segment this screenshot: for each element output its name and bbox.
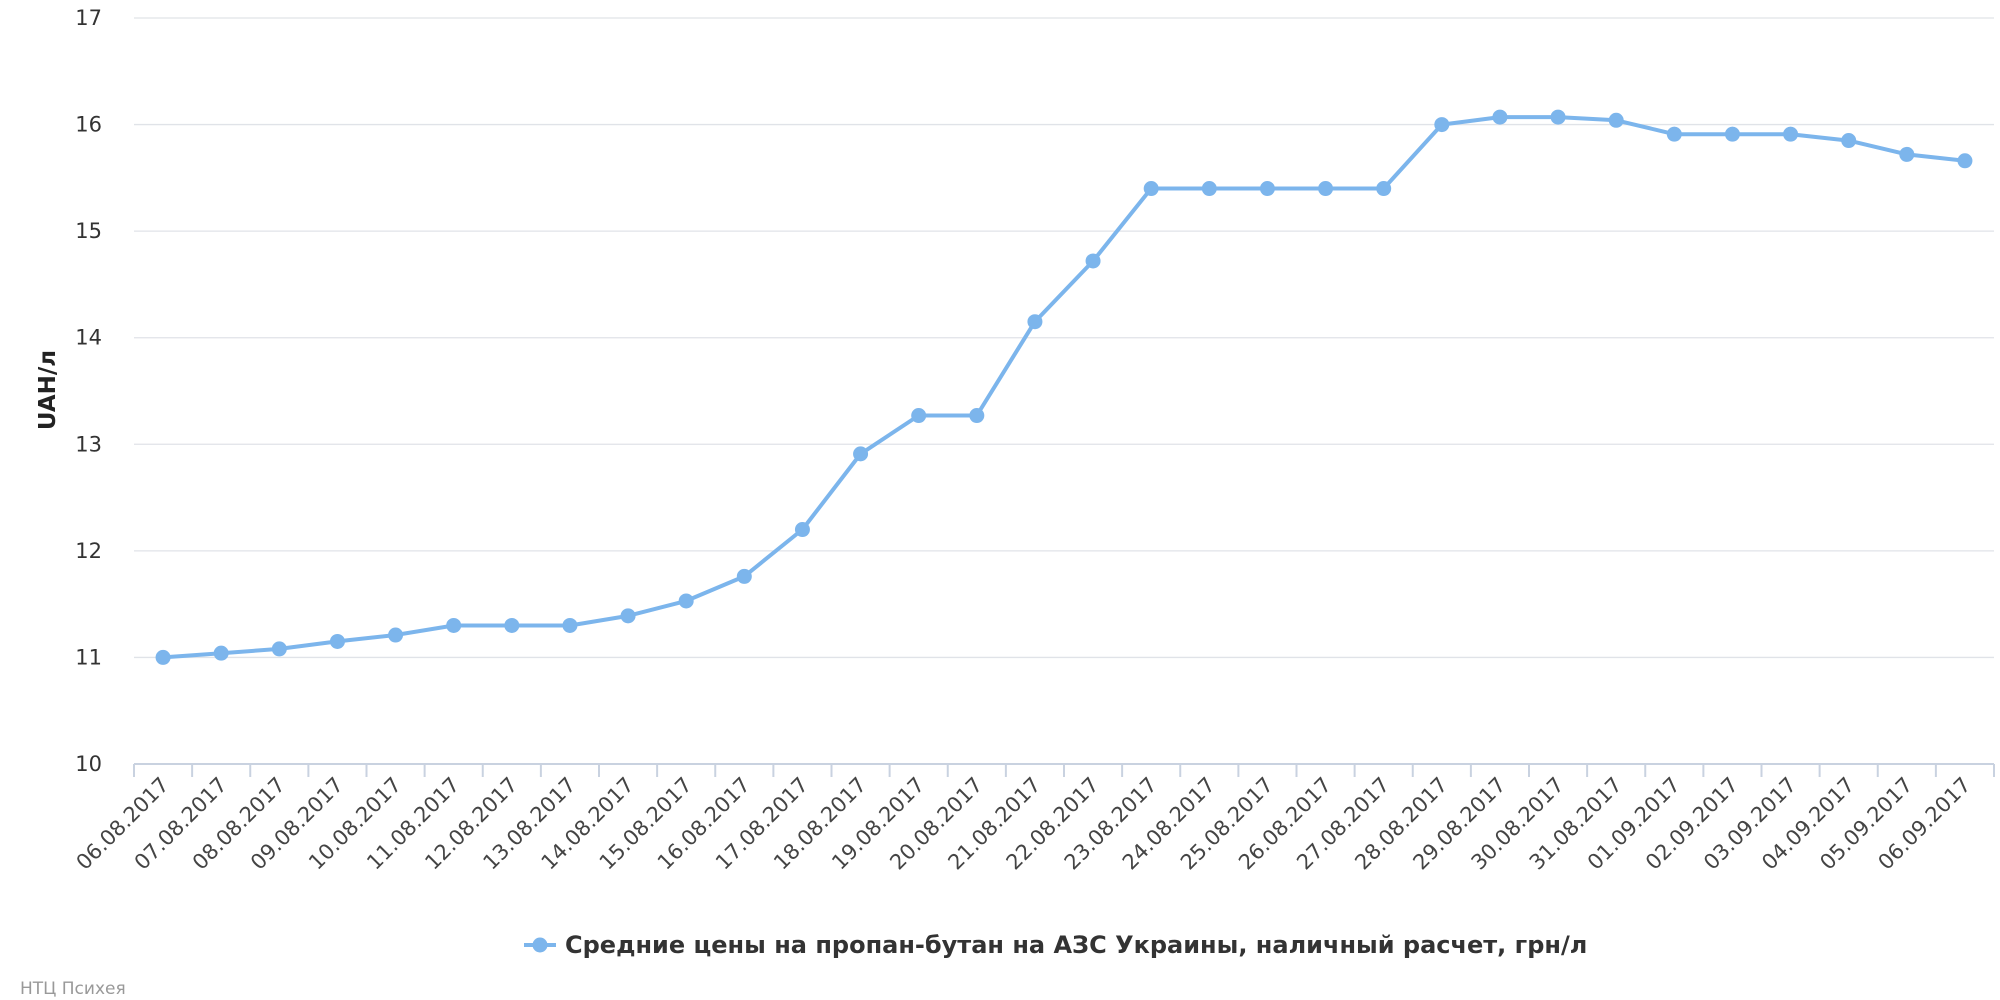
y-axis-title: UAH/л [35, 350, 61, 430]
data-point[interactable] [1899, 146, 1915, 162]
data-point[interactable] [1550, 109, 1566, 125]
data-point[interactable] [388, 627, 404, 643]
data-point[interactable] [562, 617, 578, 633]
y-tick-label: 10 [75, 752, 102, 776]
data-point[interactable] [1434, 117, 1450, 133]
data-point[interactable] [1085, 253, 1101, 269]
y-tick-label: 15 [75, 219, 102, 243]
series [155, 109, 1973, 665]
data-point[interactable] [446, 617, 462, 633]
data-point[interactable] [213, 645, 229, 661]
data-point[interactable] [1201, 181, 1217, 197]
y-tick-label: 16 [75, 113, 102, 137]
data-point[interactable] [1027, 314, 1043, 330]
data-point[interactable] [1957, 153, 1973, 169]
series-line [162, 115, 1966, 660]
x-axis: 06.08.201707.08.201708.08.201709.08.2017… [72, 763, 1995, 875]
data-point[interactable] [1143, 181, 1159, 197]
data-point[interactable] [155, 649, 171, 665]
legend-marker [532, 937, 548, 953]
data-point[interactable] [1259, 181, 1275, 197]
y-tick-label: 17 [75, 6, 102, 30]
data-point[interactable] [504, 617, 520, 633]
data-point[interactable] [1724, 126, 1740, 142]
data-point[interactable] [678, 593, 694, 609]
data-point[interactable] [853, 446, 869, 462]
data-point[interactable] [1318, 181, 1334, 197]
y-axis: 10 11 12 13 14 15 16 17 [75, 6, 102, 776]
y-tick-label: 11 [75, 645, 102, 669]
credit-label[interactable]: НТЦ Психея [20, 979, 126, 999]
legend[interactable]: Средние цены на пропан-бутан на АЗС Укра… [524, 931, 1587, 959]
data-point[interactable] [620, 608, 636, 624]
data-point[interactable] [1608, 112, 1624, 128]
y-tick-label: 14 [75, 326, 102, 350]
data-point[interactable] [969, 408, 985, 424]
data-point[interactable] [1376, 181, 1392, 197]
data-point[interactable] [736, 568, 752, 584]
data-point[interactable] [794, 522, 810, 538]
legend-label: Средние цены на пропан-бутан на АЗС Укра… [565, 931, 1587, 959]
y-tick-label: 13 [75, 432, 102, 456]
data-point[interactable] [271, 641, 287, 657]
data-point[interactable] [1841, 133, 1857, 149]
data-point[interactable] [1492, 109, 1508, 125]
data-point[interactable] [911, 408, 927, 424]
grid-lines [134, 17, 1994, 659]
data-point[interactable] [329, 633, 345, 649]
data-point[interactable] [1666, 126, 1682, 142]
data-point[interactable] [1783, 126, 1799, 142]
y-tick-label: 12 [75, 539, 102, 563]
